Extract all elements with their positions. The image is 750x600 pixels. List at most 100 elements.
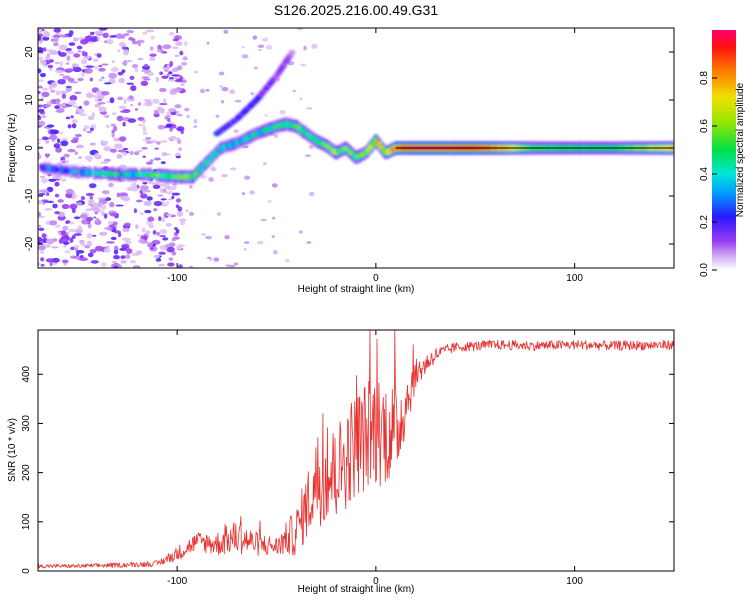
- spectrogram-noise-cell: [182, 79, 187, 83]
- spectrogram-noise-cell: [51, 246, 59, 249]
- x-tick-label: -100: [167, 576, 187, 587]
- spectrogram-noise-cell: [49, 261, 53, 267]
- spectrogram-noise-cell: [98, 79, 103, 82]
- spectrogram-noise-cell: [168, 108, 177, 113]
- spectrogram-noise-cell: [133, 208, 137, 214]
- spectrogram-noise-cell: [218, 71, 225, 76]
- spectrogram-noise-cell: [135, 250, 143, 255]
- spectrogram-noise-cell: [48, 178, 57, 182]
- spectrogram-noise-cell: [46, 192, 50, 197]
- spectrogram-noise-cell: [45, 220, 51, 225]
- spectrogram-noise-cell: [304, 154, 311, 157]
- spectrogram-noise-cell: [167, 246, 175, 253]
- spectrogram-noise-cell: [165, 182, 170, 186]
- y-tick-label: 100: [21, 513, 32, 530]
- y-tick-label: 300: [21, 415, 32, 432]
- spectrogram-ridge-cell: [71, 168, 77, 175]
- figure-title: S126.2025.216.00.49.G31: [274, 2, 438, 18]
- spectrogram-noise-cell: [156, 141, 161, 145]
- spectrogram-noise-cell: [296, 28, 304, 31]
- spectrogram-noise-cell: [126, 82, 134, 85]
- spectrogram-noise-cell: [142, 182, 148, 185]
- spectrogram-noise-cell: [49, 134, 58, 141]
- spectrogram-noise-cell: [86, 130, 93, 134]
- colorbar: 0.0 0.2 0.4 0.6 0.8 Normalized spectral ampl…: [699, 30, 746, 277]
- spectrogram-noise-cell: [221, 86, 229, 92]
- spectrogram-noise-cell: [110, 123, 116, 127]
- spectrogram-noise-cell: [80, 59, 88, 65]
- spectrogram-noise-cell: [38, 56, 44, 61]
- spectrogram-noise-cell: [175, 198, 182, 203]
- spectrogram-noise-cell: [123, 222, 131, 227]
- spectrogram-noise-cell: [84, 67, 93, 74]
- spectrogram-noise-cell: [184, 107, 190, 112]
- spectrogram-noise-cell: [77, 225, 83, 232]
- snr-y-ticks: 0 100 200 300 400: [21, 365, 674, 574]
- spectrogram-noise-cell: [94, 66, 98, 69]
- spectrogram-noise-cell: [137, 102, 142, 106]
- colorbar-tick-label: 0.8: [699, 71, 710, 85]
- spectrogram-noise-cell: [142, 131, 148, 135]
- spectrogram-noise-cell: [149, 56, 156, 62]
- spectrogram-noise-cell: [79, 214, 88, 219]
- spectrogram-noise-cell: [65, 62, 70, 65]
- spectrogram-noise-cell: [96, 53, 102, 58]
- spectrogram-noise-cell: [46, 200, 55, 203]
- spectrogram-noise-cell: [60, 230, 67, 236]
- spectrogram-noise-cell: [171, 192, 181, 196]
- spectrogram-noise-cell: [285, 259, 290, 263]
- spectrogram-noise-cell: [94, 30, 104, 34]
- spectrogram-noise-cell: [136, 39, 145, 44]
- spectrogram-noise-cell: [113, 255, 120, 260]
- spectrogram-noise-cell: [140, 212, 144, 216]
- spectrogram-noise-cell: [169, 32, 175, 36]
- spectrogram-noise-cell: [213, 257, 220, 262]
- spectrogram-noise-cell: [241, 54, 249, 59]
- spectrogram-noise-cell: [180, 83, 185, 86]
- snr-series-line: [38, 330, 674, 569]
- spectrogram-noise-cell: [101, 91, 110, 96]
- spectrogram-noise-cell: [38, 200, 44, 205]
- spectrogram-noise-cell: [200, 174, 207, 179]
- spectrogram-noise-cell: [126, 248, 133, 254]
- spectrogram-noise-cell: [149, 53, 157, 57]
- spectrogram-noise-cell: [85, 216, 94, 222]
- spectrogram-noise-cell: [103, 146, 112, 152]
- spectrogram-noise-cell: [142, 155, 146, 158]
- spectrogram-noise-cell: [174, 79, 183, 83]
- spectrogram-noise-cell: [176, 113, 183, 117]
- y-tick-label: 0: [21, 568, 32, 574]
- spectrogram-noise-cell: [87, 199, 95, 203]
- spectrogram-noise-cell: [91, 234, 97, 237]
- spectrogram-noise-cell: [40, 257, 45, 262]
- spectrogram-noise-cell: [122, 227, 130, 232]
- spectrogram-noise-cell: [171, 74, 180, 77]
- spectrogram-noise-cell: [98, 65, 103, 68]
- spectrogram-noise-cell: [142, 126, 147, 132]
- spectrogram-noise-cell: [78, 156, 82, 159]
- spectrogram-noise-cell: [80, 242, 86, 247]
- spectrogram-noise-cell: [90, 31, 95, 36]
- spectrogram-noise-cell: [162, 237, 169, 241]
- spectrogram-noise-cell: [165, 222, 172, 227]
- spectrogram-noise-cell: [45, 140, 50, 144]
- spectrogram-noise-cell: [161, 153, 171, 156]
- spectrogram-noise-cell: [70, 139, 79, 144]
- colorbar-label: Normalized spectral amplitude: [735, 82, 746, 217]
- spectrogram-noise-cell: [38, 138, 42, 141]
- spectrogram-noise-cell: [90, 260, 99, 264]
- spectrogram-noise-cell: [80, 39, 89, 45]
- spectrogram-noise-cell: [70, 246, 75, 251]
- spectrogram-noise-cell: [154, 157, 161, 161]
- spectrogram-noise-cell: [279, 109, 286, 115]
- spectrogram-noise-cell: [98, 106, 107, 113]
- spectrogram-noise-cell: [189, 184, 193, 189]
- spectrogram-noise-cell: [65, 188, 74, 195]
- spectrogram-noise-cell: [143, 99, 152, 102]
- spectrogram-noise-cell: [155, 258, 162, 262]
- spectrogram-noise-cell: [104, 114, 110, 118]
- spectrogram-noise-cell: [174, 104, 182, 109]
- spectrogram-noise-cell: [77, 50, 82, 53]
- spectrogram-noise-cell: [60, 140, 69, 147]
- spectrogram-noise-cell: [104, 82, 112, 85]
